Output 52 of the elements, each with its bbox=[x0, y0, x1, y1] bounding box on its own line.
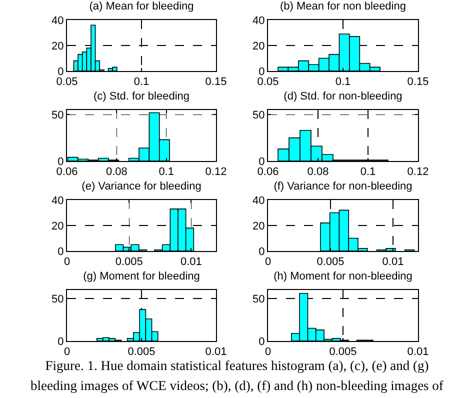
y-tick-label: 0 bbox=[58, 246, 64, 258]
y-tick-label: 50 bbox=[52, 293, 64, 306]
x-tick-label: 0.005 bbox=[128, 346, 156, 358]
x-tick-label: 0.1 bbox=[158, 166, 174, 178]
chart-title: (h) Moment for non-bleeding bbox=[274, 270, 412, 282]
x-tick-label: 0.1 bbox=[134, 76, 150, 88]
y-tick-label: 0 bbox=[58, 336, 64, 348]
y-tick-label: 20 bbox=[252, 40, 265, 52]
text: bleeding images of WCE videos; (b), (d), (f) and (h) non-bleeding images of bbox=[30, 377, 444, 395]
y-tick-label: 50 bbox=[252, 109, 265, 122]
y-tick-label: 40 bbox=[52, 14, 64, 27]
chart-title: (b) Mean for non bleeding bbox=[280, 0, 406, 12]
y-tick-label: 20 bbox=[252, 220, 265, 232]
x-tick-label: 0.15 bbox=[205, 76, 227, 88]
x-tick-label: 0.01 bbox=[382, 256, 404, 268]
x-tick-label: 0.01 bbox=[180, 256, 202, 268]
y-tick-label: 0 bbox=[258, 246, 265, 258]
y-tick-label: 20 bbox=[52, 220, 64, 232]
x-tick-label: 0.01 bbox=[205, 346, 227, 358]
y-tick-label: 50 bbox=[252, 293, 265, 306]
x-tick-label: 0.01 bbox=[407, 346, 429, 358]
x-tick-label: 0.08 bbox=[307, 166, 329, 178]
x-tick-label: 0.12 bbox=[205, 166, 227, 178]
y-tick-label: 40 bbox=[252, 14, 265, 27]
x-tick-label: 0.12 bbox=[407, 166, 429, 178]
y-tick-label: 0 bbox=[58, 66, 64, 78]
y-tick-label: 0 bbox=[258, 336, 265, 348]
chart-title: (f) Variance for non-bleeding bbox=[274, 180, 412, 192]
chart-title: (c) Std. for bleeding bbox=[94, 90, 190, 102]
y-tick-label: 0 bbox=[58, 156, 64, 168]
x-tick-label: 0.005 bbox=[316, 256, 344, 268]
chart-title: (d) Std. for non-bleeding bbox=[284, 90, 402, 102]
y-tick-label: 20 bbox=[52, 40, 64, 52]
x-tick-label: 0.1 bbox=[360, 166, 376, 178]
x-tick-label: 0.05 bbox=[56, 76, 78, 88]
x-tick-label: 0.15 bbox=[407, 76, 429, 88]
y-tick-label: 0 bbox=[258, 156, 265, 168]
x-tick-label: 0.06 bbox=[257, 166, 279, 178]
y-tick-label: 50 bbox=[52, 109, 64, 122]
x-tick-label: 0.05 bbox=[257, 76, 279, 88]
y-tick-label: 0 bbox=[258, 66, 265, 78]
y-tick-label: 40 bbox=[52, 194, 64, 207]
text: Figure. 1. Hue domain statistical features histogram (a), (c), (e) and (g) bbox=[44, 357, 430, 375]
x-tick-label: 0.08 bbox=[106, 166, 128, 178]
y-tick-label: 40 bbox=[252, 194, 265, 207]
x-tick-label: 0.1 bbox=[335, 76, 351, 88]
chart-title: (g) Moment for bleeding bbox=[83, 270, 200, 282]
x-tick-label: 0.005 bbox=[115, 256, 143, 268]
x-tick-label: 0.06 bbox=[56, 166, 78, 178]
chart-title: (e) Variance for bleeding bbox=[82, 180, 202, 192]
chart-title: (a) Mean for bleeding bbox=[89, 0, 194, 12]
x-tick-label: 0.005 bbox=[329, 346, 357, 358]
